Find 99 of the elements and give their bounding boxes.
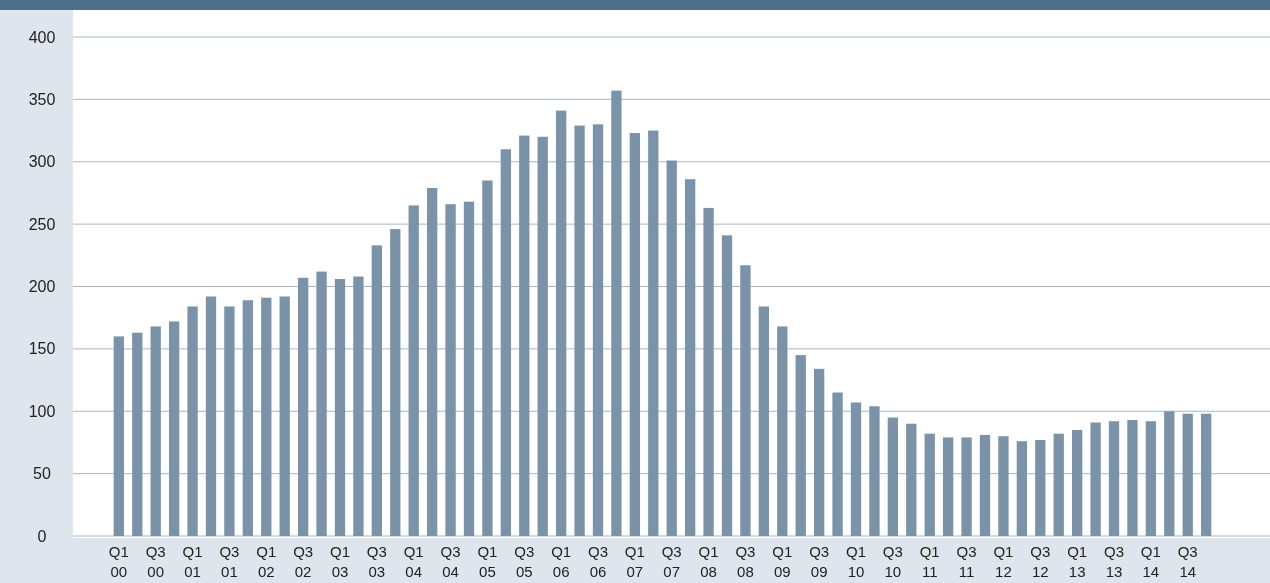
y-tick-label: 350	[28, 90, 56, 108]
x-tick-label: Q1 09	[772, 543, 793, 580]
bar	[869, 406, 880, 536]
y-tick-label: 100	[28, 402, 56, 420]
x-tick-label: Q1 10	[846, 543, 867, 580]
y-tick-label: 250	[28, 215, 56, 233]
bar	[205, 296, 217, 536]
y-tick-label: 0	[37, 527, 47, 545]
bar	[1090, 422, 1101, 536]
x-tick-label: Q1 04	[403, 543, 424, 580]
bar	[1035, 439, 1046, 536]
bar	[463, 201, 475, 536]
x-tick-label: Q1 07	[624, 543, 645, 580]
bar	[832, 392, 843, 536]
bar	[150, 326, 161, 536]
x-tick-label: Q3 11	[956, 543, 977, 580]
bar	[684, 179, 696, 536]
y-tick-label: 150	[28, 340, 56, 358]
bar	[482, 180, 493, 536]
bar	[187, 306, 198, 536]
x-tick-label: Q3 00	[145, 543, 166, 580]
x-tick-label: Q3 05	[514, 543, 535, 580]
bar	[850, 402, 862, 536]
x-tick-label: Q1 12	[993, 543, 1014, 580]
bar	[721, 235, 733, 536]
bar	[979, 434, 991, 536]
bar	[1145, 421, 1157, 536]
bar	[408, 205, 419, 536]
bar	[334, 279, 346, 536]
bar	[371, 245, 383, 536]
bar	[390, 229, 401, 536]
bar	[887, 417, 899, 536]
x-tick-label: Q1 08	[698, 543, 719, 580]
x-tick-label: Q3 13	[1104, 543, 1125, 580]
x-tick-label: Q1 03	[329, 543, 350, 580]
bar	[813, 368, 825, 536]
bar	[574, 125, 585, 536]
bar	[445, 204, 456, 536]
x-tick-label: Q1 05	[477, 543, 498, 580]
x-tick-label: Q1 02	[256, 543, 277, 580]
x-tick-label: Q3 02	[293, 543, 314, 580]
bar	[132, 332, 143, 536]
bar	[1127, 419, 1138, 536]
bar	[297, 277, 309, 536]
x-tick-label: Q3 07	[661, 543, 682, 580]
x-tick-label: Q3 06	[587, 543, 609, 580]
x-tick-label: Q3 03	[366, 543, 387, 580]
bar	[795, 355, 806, 536]
bar	[1053, 433, 1064, 536]
y-tick-label: 400	[28, 28, 56, 46]
bar	[998, 436, 1009, 536]
bar	[353, 276, 364, 536]
bar	[242, 300, 254, 536]
x-tick-label: Q3 09	[809, 543, 830, 580]
y-tick-label: 300	[28, 153, 56, 171]
bar	[279, 296, 290, 536]
bar	[1071, 429, 1083, 536]
x-tick-label: Q1 00	[108, 543, 129, 580]
bar	[666, 160, 677, 536]
x-tick-label: Q3 01	[219, 543, 240, 580]
bar	[1182, 413, 1193, 536]
x-tick-label: Q1 01	[182, 543, 203, 580]
bar	[1200, 413, 1212, 536]
x-tick-label: Q3 14	[1177, 543, 1198, 580]
bar	[316, 271, 327, 536]
bar	[500, 149, 512, 536]
bar	[224, 306, 235, 536]
x-tick-label: Q1 13	[1067, 543, 1088, 580]
x-tick-label: Q3 10	[882, 543, 903, 580]
x-tick-label: Q1 06	[551, 543, 572, 580]
bar	[592, 124, 604, 536]
bar	[113, 336, 125, 536]
bar	[703, 207, 714, 536]
y-tick-label: 200	[28, 278, 56, 296]
bar	[555, 110, 567, 536]
x-tick-label: Q3 08	[735, 543, 756, 580]
y-tick-label: 50	[33, 465, 51, 483]
bar	[611, 90, 622, 536]
bar	[168, 321, 180, 536]
bar	[648, 130, 659, 536]
bar	[758, 306, 770, 536]
bar	[629, 133, 641, 536]
bar	[961, 437, 972, 536]
bar	[1016, 441, 1028, 536]
bar	[537, 136, 548, 536]
bar	[740, 265, 751, 536]
bar	[1164, 411, 1175, 536]
bar	[519, 135, 530, 536]
bar	[426, 187, 438, 536]
bar	[906, 423, 917, 536]
x-tick-label: Q3 04	[440, 543, 461, 580]
x-tick-label: Q3 12	[1030, 543, 1051, 580]
x-tick-label: Q1 14	[1140, 543, 1161, 580]
bar	[924, 433, 935, 536]
bar	[942, 437, 954, 536]
bar	[261, 297, 272, 536]
x-tick-label: Q1 11	[919, 543, 940, 580]
bar	[777, 326, 788, 536]
bar	[1108, 421, 1120, 536]
